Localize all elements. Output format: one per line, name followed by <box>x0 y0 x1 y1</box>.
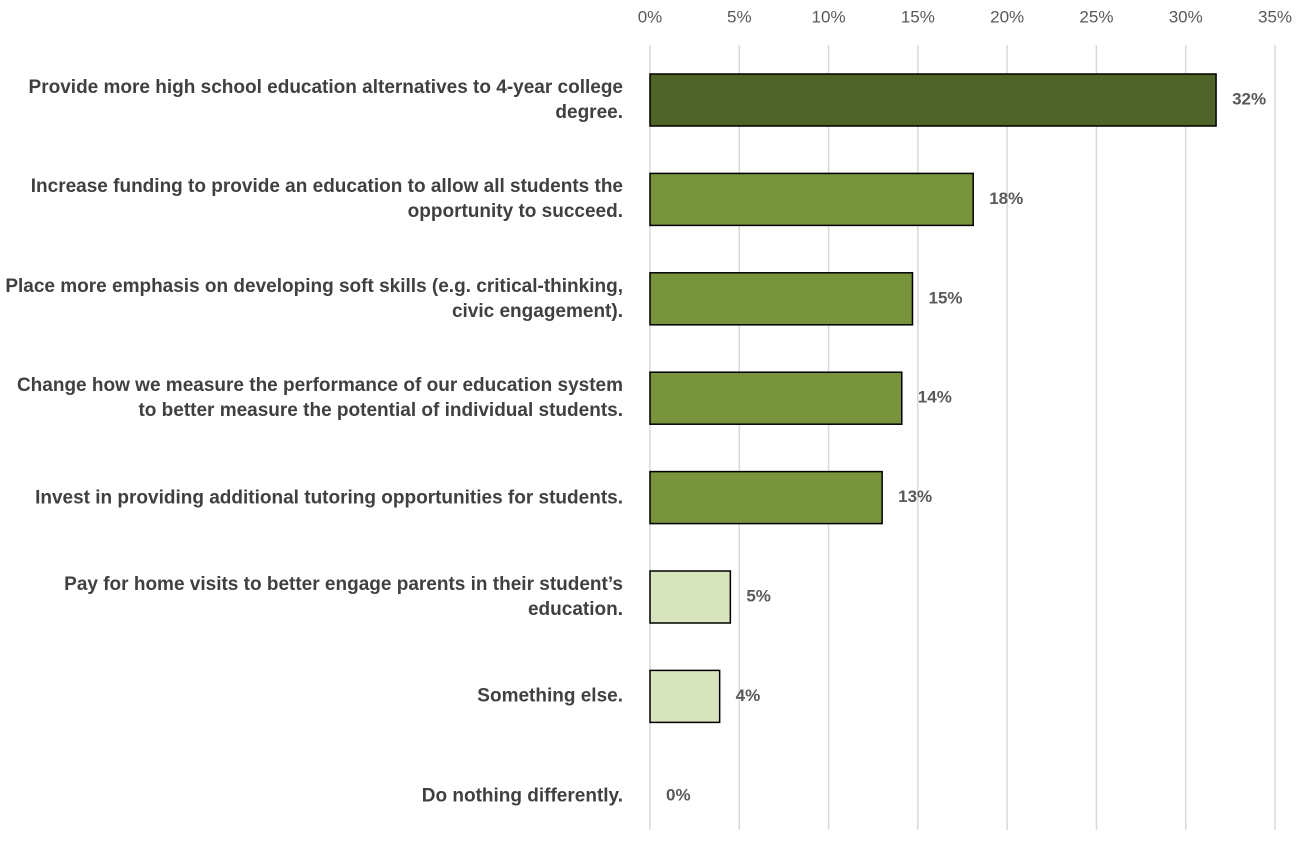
data-label: 32% <box>1232 89 1266 108</box>
x-tick-label: 10% <box>812 7 846 26</box>
bar <box>649 669 721 724</box>
data-label: 13% <box>898 487 932 506</box>
x-tick-label: 30% <box>1169 7 1203 26</box>
x-tick-label: 15% <box>901 7 935 26</box>
data-label: 15% <box>929 288 963 307</box>
category-label: Increase funding to provide an education… <box>30 176 623 223</box>
data-label: 14% <box>918 388 952 407</box>
bar <box>649 470 883 525</box>
x-tick-label: 20% <box>990 7 1024 26</box>
bar <box>649 73 1217 127</box>
bar <box>649 172 974 227</box>
data-label: 5% <box>746 586 771 605</box>
category-label: Provide more high school education alter… <box>28 77 623 123</box>
bar <box>649 371 903 425</box>
category-label: Do nothing differently. <box>421 785 623 807</box>
data-label: 4% <box>736 686 761 705</box>
category-label: Place more emphasis on developing soft s… <box>5 275 623 322</box>
category-label: Invest in providing additional tutoring … <box>35 487 623 509</box>
category-label: Change how we measure the performance of… <box>16 375 623 422</box>
x-tick-label: 25% <box>1079 7 1113 26</box>
x-tick-label: 0% <box>638 7 663 26</box>
x-tick-label: 5% <box>727 7 752 26</box>
x-tick-label: 35% <box>1258 7 1292 26</box>
data-label: 0% <box>666 785 691 804</box>
data-label: 18% <box>989 189 1023 208</box>
category-label: Pay for home visits to better engage par… <box>64 574 623 620</box>
bar <box>649 272 914 326</box>
category-label: Something else. <box>477 685 623 707</box>
bar <box>649 570 732 624</box>
